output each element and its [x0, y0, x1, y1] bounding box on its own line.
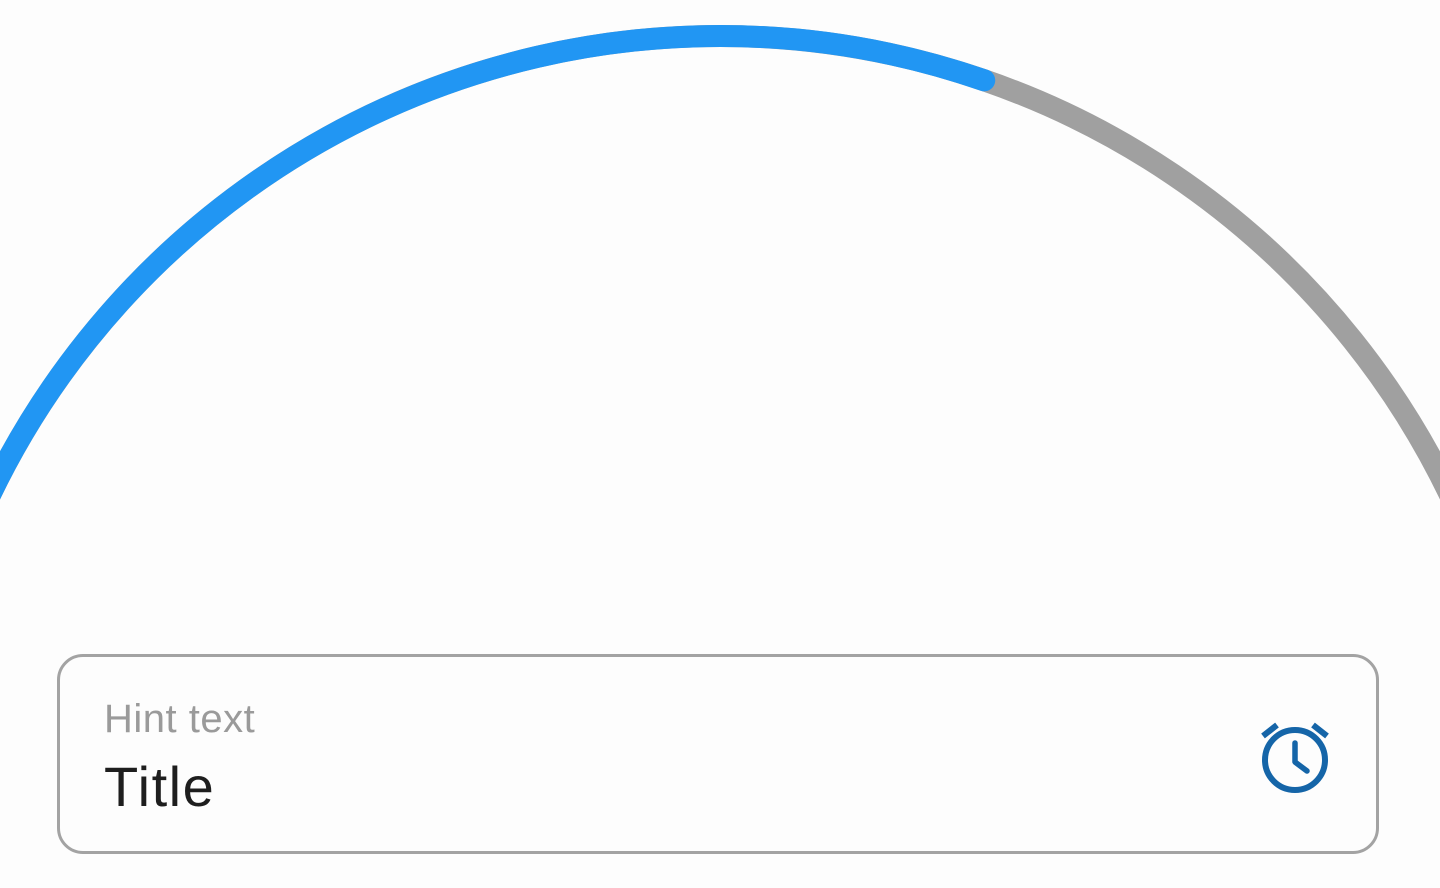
arc-progress-indicator — [0, 24, 1440, 500]
alarm-clock-icon[interactable] — [1258, 719, 1334, 795]
text-field-hint: Hint text — [104, 697, 256, 741]
arc-progress-fill — [0, 25, 996, 500]
time-text-field[interactable]: Hint text Title — [57, 654, 1379, 854]
arc-progress-track — [0, 24, 1440, 500]
text-field-value[interactable]: Title — [104, 755, 216, 818]
